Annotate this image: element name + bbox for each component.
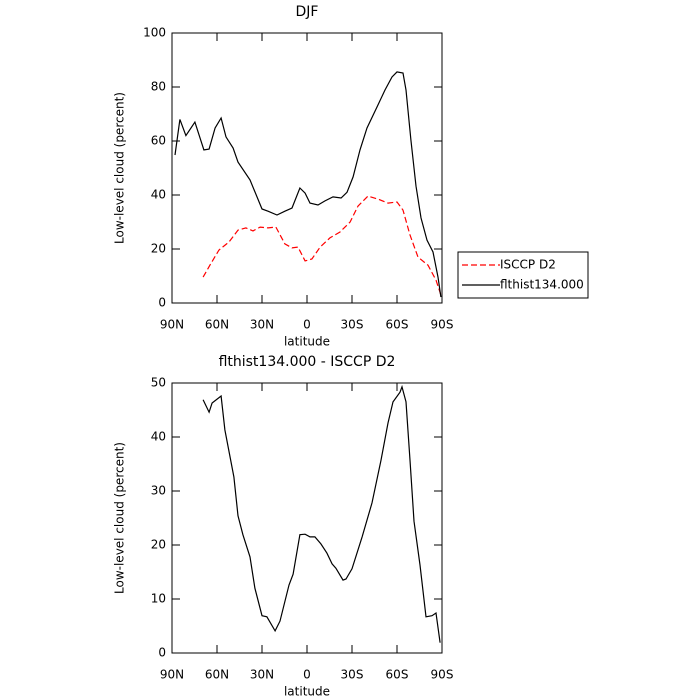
y-tick-label: 0 bbox=[158, 296, 166, 310]
data-line bbox=[202, 195, 442, 296]
y-tick-label: 20 bbox=[151, 242, 166, 256]
chart-title: flthist134.000 - ISCCP D2 bbox=[219, 354, 396, 370]
y-tick-label: 60 bbox=[151, 134, 166, 148]
x-axis-label: latitude bbox=[284, 685, 330, 699]
x-tick-label: 60N bbox=[205, 668, 229, 682]
legend-label: ISCCP D2 bbox=[500, 258, 556, 272]
y-axis-label: Low-level cloud (percent) bbox=[113, 442, 127, 594]
y-tick-label: 30 bbox=[151, 484, 166, 498]
x-tick-label: 90S bbox=[431, 668, 454, 682]
x-axis-label: latitude bbox=[284, 335, 330, 349]
y-tick-label: 80 bbox=[151, 80, 166, 94]
y-tick-label: 50 bbox=[151, 376, 166, 390]
x-tick-label: 0 bbox=[303, 668, 311, 682]
y-tick-label: 100 bbox=[143, 26, 166, 40]
y-tick-label: 10 bbox=[151, 592, 166, 606]
x-tick-label: 60S bbox=[386, 668, 409, 682]
chart-title: DJF bbox=[296, 4, 319, 20]
y-tick-label: 20 bbox=[151, 538, 166, 552]
plot-frame bbox=[171, 32, 443, 304]
x-tick-label: 90S bbox=[431, 318, 454, 332]
x-tick-label: 30S bbox=[341, 318, 364, 332]
x-tick-label: 30N bbox=[250, 318, 274, 332]
x-tick-label: 30N bbox=[250, 668, 274, 682]
y-tick-label: 40 bbox=[151, 430, 166, 444]
x-tick-label: 90N bbox=[160, 668, 184, 682]
legend-label: flthist134.000 bbox=[500, 278, 584, 292]
legend-box bbox=[457, 251, 589, 299]
y-tick-label: 0 bbox=[158, 646, 166, 660]
data-line bbox=[202, 384, 441, 643]
plot-frame bbox=[171, 382, 443, 654]
x-tick-label: 90N bbox=[160, 318, 184, 332]
y-axis-label: Low-level cloud (percent) bbox=[113, 92, 127, 244]
x-tick-label: 60N bbox=[205, 318, 229, 332]
y-tick-label: 40 bbox=[151, 188, 166, 202]
data-line bbox=[174, 71, 442, 298]
x-tick-label: 0 bbox=[303, 318, 311, 332]
x-tick-label: 30S bbox=[341, 668, 364, 682]
x-tick-label: 60S bbox=[386, 318, 409, 332]
